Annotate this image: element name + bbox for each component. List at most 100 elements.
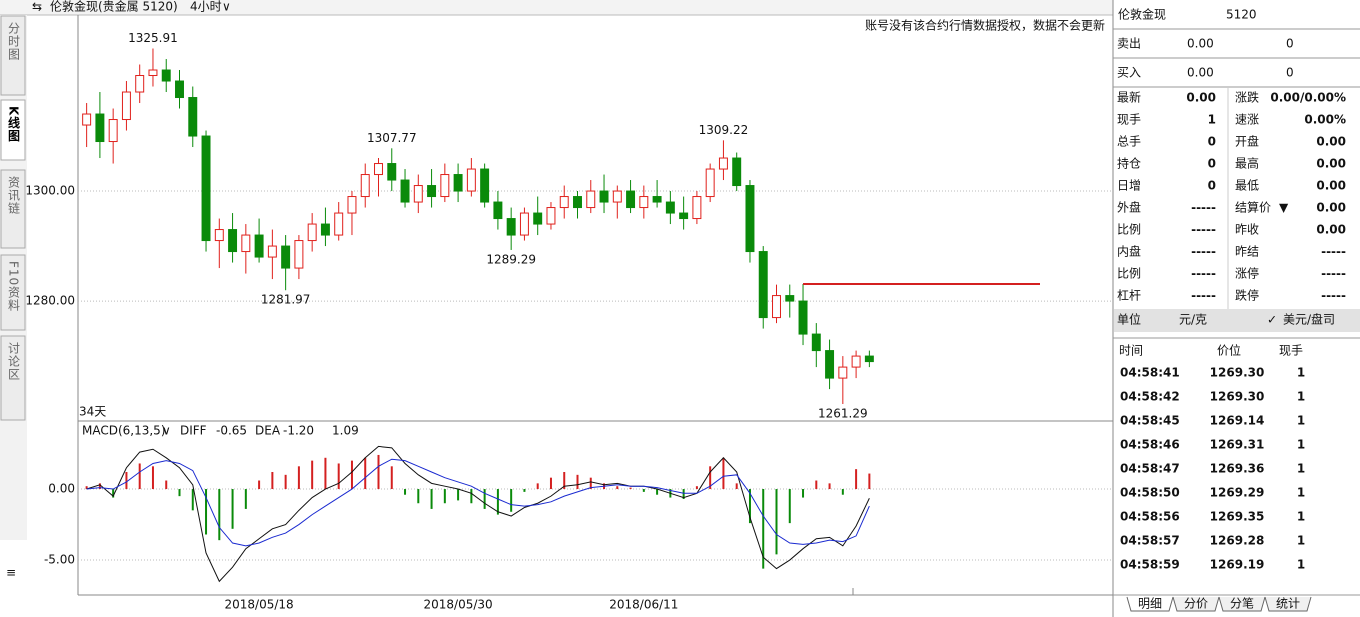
candle-body	[148, 69, 158, 77]
menu-icon[interactable]: ≡	[6, 566, 16, 580]
book-price: 0.00	[1187, 66, 1214, 80]
stat-label: 总手	[1117, 135, 1141, 149]
low-annotation: 1289.29	[486, 252, 536, 266]
trade-header: 时间	[1119, 344, 1143, 358]
candle-body	[639, 196, 649, 209]
bottom-tab-label[interactable]: 分价	[1184, 597, 1208, 611]
candle-body	[864, 355, 874, 363]
dropdown-arrow[interactable]: ▼	[1279, 201, 1289, 215]
stat-label: 最高	[1235, 156, 1259, 171]
side-tab-label[interactable]: 讨论区	[7, 342, 21, 381]
candle-body	[493, 201, 503, 220]
bottom-tab-label[interactable]: 分笔	[1230, 596, 1254, 611]
stat-label: 结算价	[1235, 200, 1271, 215]
candle-body	[599, 190, 609, 203]
candle-body	[228, 229, 238, 253]
bottom-tab[interactable]	[1218, 596, 1266, 612]
trade-cell: 04:58:42	[1120, 390, 1180, 404]
stat-value: -----	[1321, 245, 1346, 259]
book-volume: 0	[1286, 66, 1294, 80]
unit-option[interactable]: 元/克	[1179, 313, 1207, 327]
candle-body	[320, 223, 330, 236]
bottom-tab-label[interactable]: 统计	[1276, 597, 1300, 611]
trade-cell: 1269.36	[1210, 462, 1265, 476]
stat-label: 速涨	[1235, 112, 1259, 127]
stat-label: 涨跌	[1235, 90, 1259, 105]
candle-body	[135, 75, 145, 93]
high-annotation: 1325.91	[128, 31, 178, 45]
stat-value: 0.00	[1316, 179, 1346, 193]
period-arrow[interactable]: ∨	[222, 0, 231, 14]
bottom-tab[interactable]	[1172, 596, 1220, 612]
candle-body	[82, 113, 92, 126]
bottom-tab[interactable]	[1264, 596, 1312, 612]
candle-body	[121, 91, 131, 121]
bottom-tab[interactable]	[1126, 596, 1174, 612]
trade-cell: 04:58:56	[1120, 510, 1180, 524]
stat-value: -----	[1191, 223, 1216, 237]
stat-label: 杠杆	[1117, 288, 1141, 303]
low-annotation: 1281.97	[261, 293, 311, 307]
side-tab[interactable]	[0, 254, 26, 331]
side-tab-label[interactable]: K线图	[7, 106, 21, 142]
quote-code: 5120	[1226, 8, 1257, 22]
candle-body	[188, 97, 198, 137]
period-selector[interactable]: 4小时	[190, 0, 222, 14]
trade-cell: 1269.35	[1210, 510, 1265, 524]
candle-body	[718, 157, 728, 170]
side-tab[interactable]	[0, 335, 26, 421]
candle-body	[400, 179, 410, 203]
candle-body	[307, 223, 317, 242]
trade-cell: 04:58:59	[1120, 558, 1180, 572]
stat-label: 持仓	[1117, 156, 1141, 171]
candle-body	[546, 207, 556, 225]
stat-value: -----	[1321, 267, 1346, 281]
side-tab[interactable]	[0, 15, 26, 96]
candle-body	[798, 300, 808, 335]
low-annotation: 1261.29	[818, 407, 868, 421]
stat-label: 比例	[1117, 267, 1141, 281]
trade-cell: 04:58:45	[1120, 414, 1180, 428]
stat-label: 最低	[1235, 179, 1259, 193]
bottom-tab-label[interactable]: 明细	[1138, 597, 1162, 611]
stat-value: -----	[1191, 267, 1216, 281]
candle-body	[480, 168, 490, 203]
trade-cell: 1269.30	[1210, 390, 1265, 404]
trade-cell: 1269.19	[1210, 558, 1265, 572]
side-tab[interactable]	[0, 99, 26, 161]
macd-value: 1.09	[332, 424, 359, 438]
stat-value: -----	[1191, 201, 1216, 215]
side-tab-label[interactable]: F10资料	[7, 261, 21, 312]
candle-body	[214, 229, 224, 242]
side-tab-label[interactable]: 分时图	[7, 22, 21, 61]
side-tab[interactable]	[0, 169, 26, 249]
candle-body	[772, 295, 781, 319]
trade-cell: 1269.28	[1210, 534, 1265, 548]
macd-title-arrow[interactable]: ∨	[162, 424, 171, 438]
stat-label: 跌停	[1235, 288, 1259, 303]
book-volume: 0	[1286, 37, 1294, 51]
candle-body	[705, 168, 715, 198]
candle-body	[294, 240, 304, 269]
unit-option[interactable]: 美元/盘司	[1283, 312, 1335, 327]
trade-header: 价位	[1217, 343, 1241, 358]
unit-check: ✓	[1267, 313, 1277, 327]
candle-body	[838, 366, 848, 379]
quote-name: 伦敦金现	[1118, 7, 1166, 22]
side-tab-label[interactable]: 资讯链	[7, 176, 21, 215]
candle-body	[267, 245, 277, 258]
legend-name: DEA	[255, 424, 281, 438]
candle-body	[559, 196, 569, 209]
candle-body	[506, 218, 516, 236]
stat-label: 日增	[1117, 179, 1141, 193]
candle-body	[175, 80, 184, 99]
stat-value: 1	[1208, 113, 1216, 127]
stat-value: 0.00	[1316, 223, 1346, 237]
stat-label: 昨结	[1235, 245, 1259, 259]
candle-body	[281, 245, 291, 269]
candle-body	[201, 135, 211, 242]
stat-label: 昨收	[1235, 223, 1259, 237]
macd-line	[86, 445, 870, 583]
candle-body	[679, 212, 689, 220]
